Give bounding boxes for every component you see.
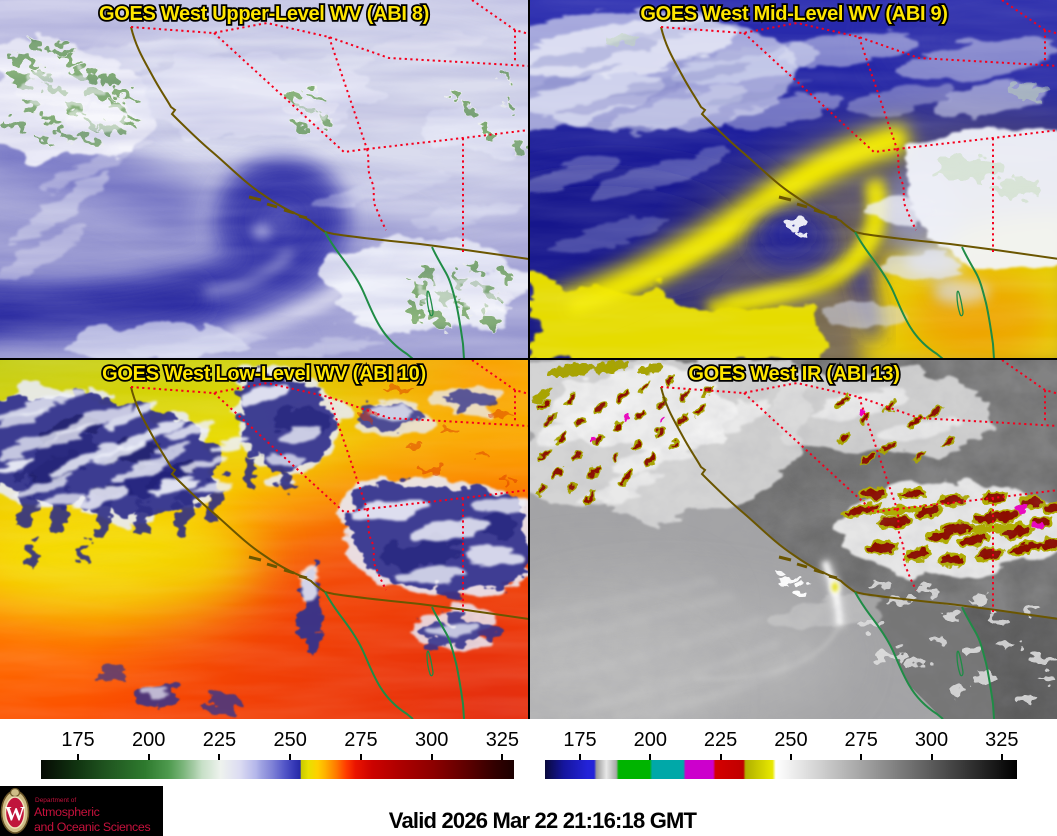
svg-text:GOES West Low-Level WV (ABI 10: GOES West Low-Level WV (ABI 10)	[102, 363, 426, 385]
svg-text:GOES West Upper-Level WV (ABI: GOES West Upper-Level WV (ABI 8)	[99, 3, 429, 25]
svg-text:GOES West Mid-Level WV (ABI 9): GOES West Mid-Level WV (ABI 9)	[640, 3, 947, 25]
svg-text:W: W	[5, 803, 25, 825]
svg-text:GOES West IR (ABI 13): GOES West IR (ABI 13)	[688, 363, 899, 385]
svg-text:and Oceanic Sciences: and Oceanic Sciences	[34, 820, 150, 834]
svg-text:Atmospheric: Atmospheric	[34, 805, 100, 819]
svg-text:Department of: Department of	[35, 797, 76, 804]
